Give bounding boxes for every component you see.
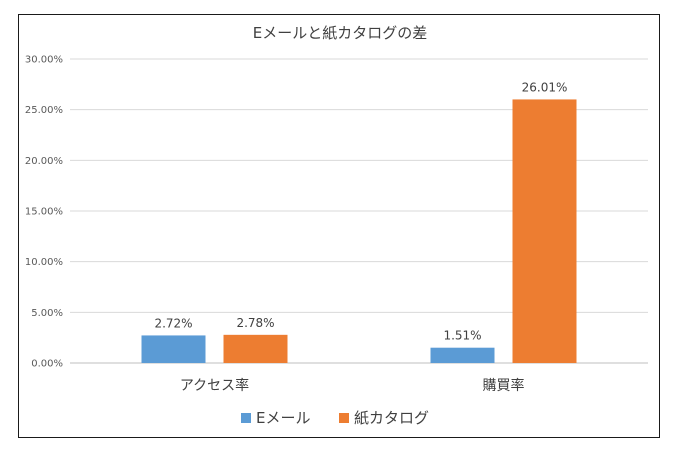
bar-catalog bbox=[512, 99, 577, 363]
chart-title: Eメールと紙カタログの差 bbox=[253, 24, 427, 42]
y-axis-labels: 0.00% 5.00% 10.00% 15.00% 20.00% 25.00% 30.00% bbox=[25, 55, 63, 370]
bar-email bbox=[141, 335, 206, 363]
legend-swatch bbox=[241, 413, 251, 423]
x-axis-labels: アクセス率 購買率 bbox=[180, 377, 525, 394]
y-tick-label: 5.00% bbox=[31, 308, 63, 319]
bars: 2.72% 2.78% 1.51% 26.01% bbox=[141, 80, 577, 363]
y-tick-label: 15.00% bbox=[25, 207, 63, 218]
legend-label: 紙カタログ bbox=[354, 409, 429, 427]
x-category-label: 購買率 bbox=[483, 377, 525, 394]
legend: Eメール 紙カタログ bbox=[241, 409, 429, 427]
x-category-label: アクセス率 bbox=[180, 377, 249, 394]
y-tick-label: 20.00% bbox=[25, 156, 63, 167]
legend-swatch bbox=[339, 413, 349, 423]
y-tick-label: 25.00% bbox=[25, 105, 63, 116]
data-label: 26.01% bbox=[522, 80, 568, 94]
data-label: 2.78% bbox=[236, 316, 274, 330]
y-tick-label: 10.00% bbox=[25, 257, 63, 268]
y-tick-label: 0.00% bbox=[31, 359, 63, 370]
data-label: 2.72% bbox=[154, 316, 192, 330]
bar-catalog bbox=[223, 334, 288, 363]
y-tick-label: 30.00% bbox=[25, 55, 63, 66]
legend-label: Eメール bbox=[256, 409, 310, 427]
data-label: 1.51% bbox=[443, 329, 481, 343]
bar-email bbox=[430, 347, 495, 363]
